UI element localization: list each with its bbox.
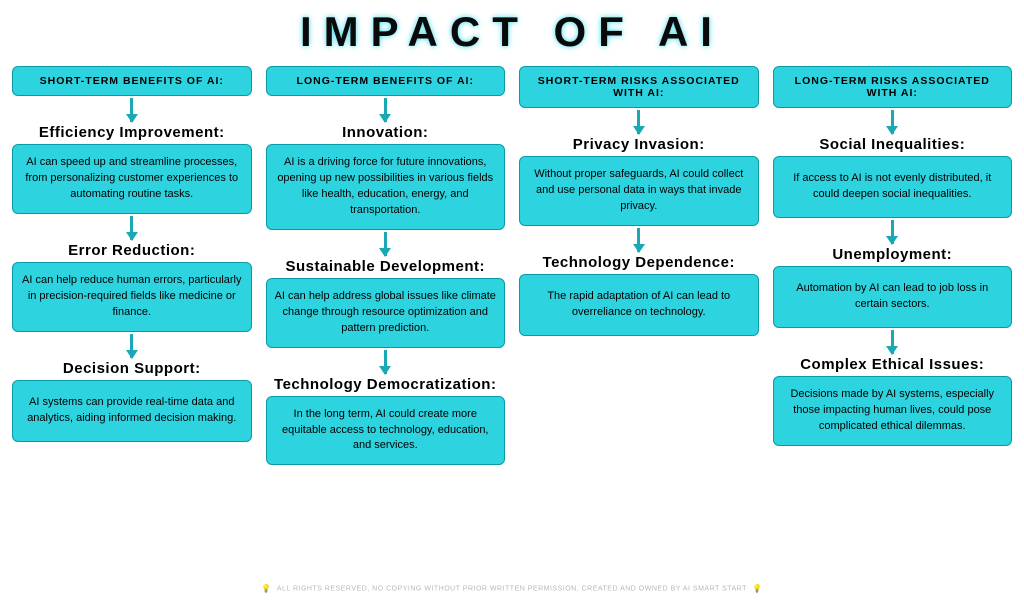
item-body: AI can speed up and streamline processes… — [12, 144, 252, 214]
item-title: Unemployment: — [832, 246, 952, 263]
column-header: Short-term benefits of AI: — [12, 66, 252, 96]
arrow-icon — [637, 228, 640, 252]
item-body: AI can help address global issues like c… — [266, 278, 506, 348]
arrow-icon — [130, 334, 133, 358]
column-short-term-benefits: Short-term benefits of AI: Efficiency Im… — [12, 66, 252, 465]
arrow-icon — [384, 350, 387, 374]
column-header: Short-term risks associated with AI: — [519, 66, 759, 108]
item-title: Social Inequalities: — [819, 136, 965, 153]
item-title: Efficiency Improvement: — [39, 124, 225, 141]
item-body: If access to AI is not evenly distribute… — [773, 156, 1013, 218]
item-body: The rapid adaptation of AI can lead to o… — [519, 274, 759, 336]
footer: 💡 ALL RIGHTS RESERVED, NO COPYING WITHOU… — [0, 584, 1024, 593]
item-title: Technology Dependence: — [543, 254, 735, 271]
item-title: Sustainable Development: — [285, 258, 485, 275]
column-long-term-benefits: Long-term benefits of AI: Innovation: AI… — [266, 66, 506, 465]
lightbulb-icon: 💡 — [752, 584, 762, 593]
arrow-icon — [384, 98, 387, 122]
item-body: Decisions made by AI systems, especially… — [773, 376, 1013, 446]
column-short-term-risks: Short-term risks associated with AI: Pri… — [519, 66, 759, 465]
item-title: Innovation: — [342, 124, 428, 141]
item-body: AI systems can provide real-time data an… — [12, 380, 252, 442]
item-body: Automation by AI can lead to job loss in… — [773, 266, 1013, 328]
column-long-term-risks: Long-term risks associated with AI: Soci… — [773, 66, 1013, 465]
main-title: IMPACT OF AI — [0, 8, 1024, 56]
lightbulb-icon: 💡 — [261, 584, 271, 593]
item-title: Decision Support: — [63, 360, 201, 377]
arrow-icon — [891, 330, 894, 354]
columns-container: Short-term benefits of AI: Efficiency Im… — [0, 56, 1024, 465]
arrow-icon — [130, 98, 133, 122]
column-header: Long-term risks associated with AI: — [773, 66, 1013, 108]
column-header: Long-term benefits of AI: — [266, 66, 506, 96]
arrow-icon — [637, 110, 640, 134]
item-title: Error Reduction: — [68, 242, 195, 259]
item-body: In the long term, AI could create more e… — [266, 396, 506, 466]
arrow-icon — [891, 220, 894, 244]
item-title: Complex Ethical Issues: — [800, 356, 984, 373]
item-body: AI can help reduce human errors, particu… — [12, 262, 252, 332]
item-title: Privacy Invasion: — [573, 136, 705, 153]
item-body: Without proper safeguards, AI could coll… — [519, 156, 759, 226]
footer-text: ALL RIGHTS RESERVED, NO COPYING WITHOUT … — [277, 585, 747, 592]
arrow-icon — [130, 216, 133, 240]
item-title: Technology Democratization: — [274, 376, 496, 393]
arrow-icon — [384, 232, 387, 256]
item-body: AI is a driving force for future innovat… — [266, 144, 506, 230]
arrow-icon — [891, 110, 894, 134]
